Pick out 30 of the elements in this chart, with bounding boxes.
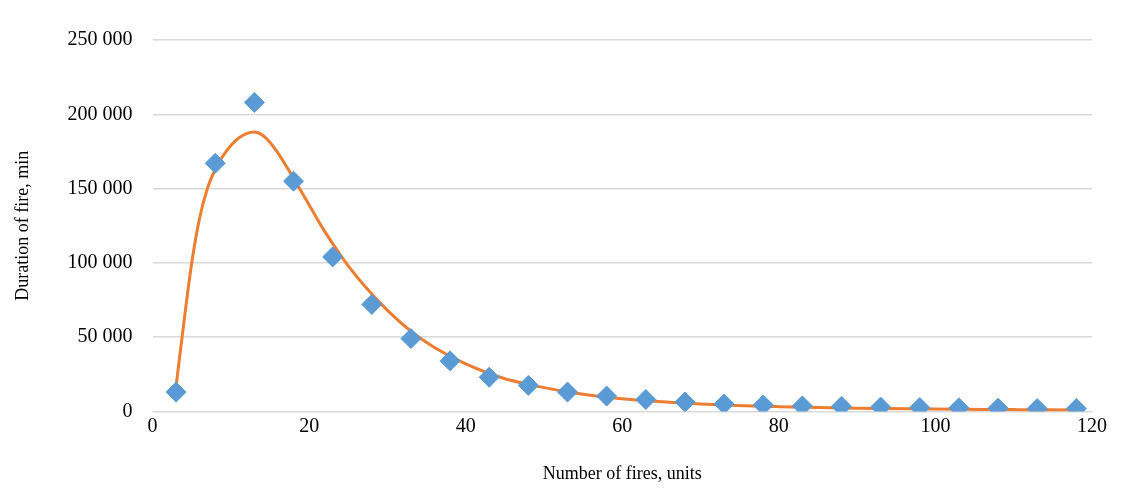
- point: [635, 389, 657, 411]
- x-axis-title: Number of fires, units: [542, 462, 702, 483]
- x-tick-label: 60: [612, 413, 633, 436]
- y-tick-label: 0: [122, 398, 133, 421]
- point: [165, 381, 187, 403]
- point: [596, 385, 618, 407]
- point: [439, 350, 461, 372]
- x-tick-label: 40: [455, 413, 476, 436]
- point: [557, 381, 578, 403]
- y-axis-title: Duration of fire, min: [11, 150, 32, 301]
- x-tick-label: 20: [299, 413, 320, 436]
- point: [674, 391, 696, 412]
- y-tick-label: 250 000: [67, 27, 133, 50]
- point: [400, 328, 422, 350]
- x-tick-label: 0: [147, 413, 158, 436]
- point: [361, 293, 383, 315]
- y-tick-label: 150 000: [67, 175, 133, 198]
- point: [204, 152, 226, 174]
- point: [243, 91, 265, 113]
- x-tick-label: 120: [1077, 413, 1107, 436]
- y-tick-label: 100 000: [67, 250, 133, 273]
- point: [478, 366, 500, 388]
- x-tick-label: 80: [768, 413, 789, 436]
- x-tick-label: 100: [920, 413, 951, 436]
- point: [713, 393, 735, 412]
- point: [517, 374, 539, 396]
- y-tick-label: 200 000: [67, 101, 133, 124]
- point: [322, 246, 344, 268]
- point: [283, 170, 305, 192]
- y-tick-label: 50 000: [77, 324, 133, 347]
